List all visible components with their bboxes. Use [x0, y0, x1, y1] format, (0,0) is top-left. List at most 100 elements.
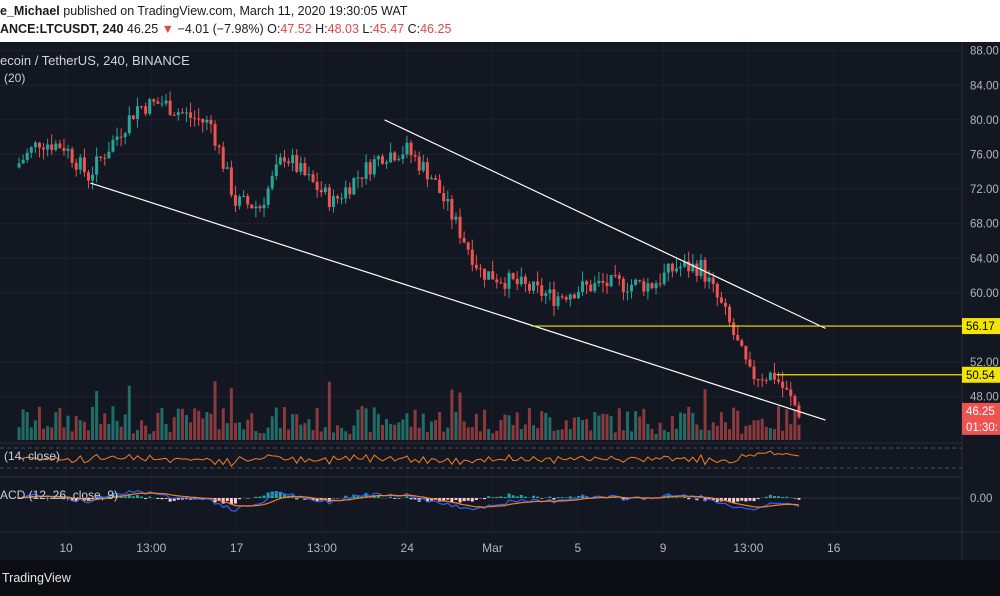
volume-bar	[597, 415, 601, 440]
volume-bar	[777, 406, 781, 440]
macd-histogram-bar	[140, 496, 144, 498]
volume-bar	[299, 424, 303, 440]
candle-body	[205, 119, 209, 123]
volume-bar	[389, 424, 393, 440]
volume-bar	[695, 424, 699, 440]
macd-histogram-bar	[160, 498, 164, 500]
publisher-name[interactable]: e_Michael	[0, 4, 60, 18]
macd-histogram-bar	[262, 495, 266, 498]
candle-body	[254, 206, 258, 209]
candle-body	[625, 291, 629, 293]
volume-bar	[683, 413, 687, 440]
volume-bar	[331, 432, 335, 440]
volume-bar	[103, 413, 107, 440]
candle-body	[630, 284, 634, 292]
volume-bar	[752, 420, 756, 440]
candle-body	[597, 280, 601, 284]
down-arrow-icon: ▼	[161, 22, 175, 36]
candle-body	[683, 261, 687, 267]
candle-body	[119, 136, 123, 138]
volume-bar	[527, 408, 531, 440]
volume-bar	[581, 419, 585, 440]
volume-bars	[17, 381, 801, 440]
volume-bar	[638, 416, 642, 440]
volume-bar	[295, 414, 299, 440]
macd-histogram-bar	[168, 498, 172, 502]
candle-body	[331, 196, 335, 208]
volume-bar	[282, 406, 286, 440]
macd-histogram-bar	[576, 496, 580, 498]
volume-bar	[380, 424, 384, 440]
volume-bar	[176, 408, 180, 440]
candle-body	[634, 279, 638, 285]
time-tick-label: 13:00	[136, 541, 166, 555]
volume-bar	[429, 421, 433, 440]
volume-bar	[46, 426, 50, 440]
candle-body	[764, 380, 768, 382]
macd-histogram-bar	[499, 496, 503, 498]
volume-bar	[617, 408, 621, 440]
symbol-label: ANCE:LTCUSDT, 240	[0, 22, 124, 36]
volume-bar	[650, 428, 654, 440]
candle-body	[229, 167, 233, 196]
volume-bar	[99, 423, 103, 440]
macd-histogram-bar	[184, 498, 188, 500]
volume-bar	[483, 409, 487, 440]
macd-histogram-bar	[397, 498, 401, 499]
trend-overlays[interactable]	[90, 119, 963, 421]
macd-histogram-bar	[217, 498, 221, 502]
volume-bar	[364, 408, 368, 440]
candle-body	[209, 119, 213, 125]
macd-histogram-bar	[348, 497, 352, 498]
candle-body	[144, 106, 148, 114]
candle-body	[160, 103, 164, 105]
candle-body	[421, 162, 425, 171]
price-tick-label: 52.00	[970, 357, 999, 369]
ohlc-line: ANCE:LTCUSDT, 240 46.25 ▼ −4.01 (−7.98%)…	[0, 22, 451, 36]
tradingview-brand[interactable]: TradingView	[2, 571, 71, 585]
volume-bar	[115, 420, 119, 440]
volume-bar	[160, 407, 164, 440]
macd-histogram-bar	[274, 491, 278, 498]
candle-body	[548, 289, 552, 294]
candle-body	[225, 167, 229, 169]
candle-body	[70, 148, 74, 163]
candle-body	[344, 187, 348, 199]
volume-bar	[107, 423, 111, 440]
candle-body	[319, 189, 323, 193]
volume-bar	[266, 427, 270, 440]
candle-body	[299, 162, 303, 172]
volume-bar	[421, 413, 425, 440]
candle-body	[544, 293, 548, 296]
macd-histogram-bar	[91, 498, 95, 499]
candle-body	[336, 196, 340, 199]
price-candles[interactable]	[17, 91, 801, 420]
macd-histogram-bar	[258, 496, 262, 498]
volume-bar	[21, 409, 25, 440]
volume-bar	[144, 425, 148, 440]
candle-body	[131, 115, 135, 119]
bollinger-label: (20)	[4, 71, 26, 85]
candle-body	[707, 277, 711, 282]
price-axis[interactable]: 88.00 84.00 80.00 76.00 72.00 68.00 64.00 60.00…	[962, 46, 1000, 505]
volume-bar	[462, 421, 466, 440]
candle-body	[638, 279, 642, 282]
candle-body	[605, 282, 609, 287]
candle-body	[107, 151, 111, 159]
candle-body	[679, 266, 683, 269]
candle-body	[499, 282, 503, 284]
candle-body	[646, 283, 650, 292]
time-tick-label: 13:00	[307, 541, 337, 555]
price-tick-label: 84.00	[970, 80, 999, 92]
time-axis[interactable]: 10 13:00 17 13:00 24 Mar 5 9 13:00 16	[59, 541, 840, 555]
macd-label: ACD (12, 26, close, 9)	[0, 488, 119, 502]
candle-body	[736, 334, 740, 341]
volume-bar	[417, 427, 421, 440]
candle-body	[442, 193, 446, 202]
volume-bar	[630, 431, 634, 440]
volume-bar	[719, 412, 723, 440]
candle-body	[695, 263, 699, 277]
candle-body	[409, 142, 413, 156]
candle-body	[760, 379, 764, 381]
